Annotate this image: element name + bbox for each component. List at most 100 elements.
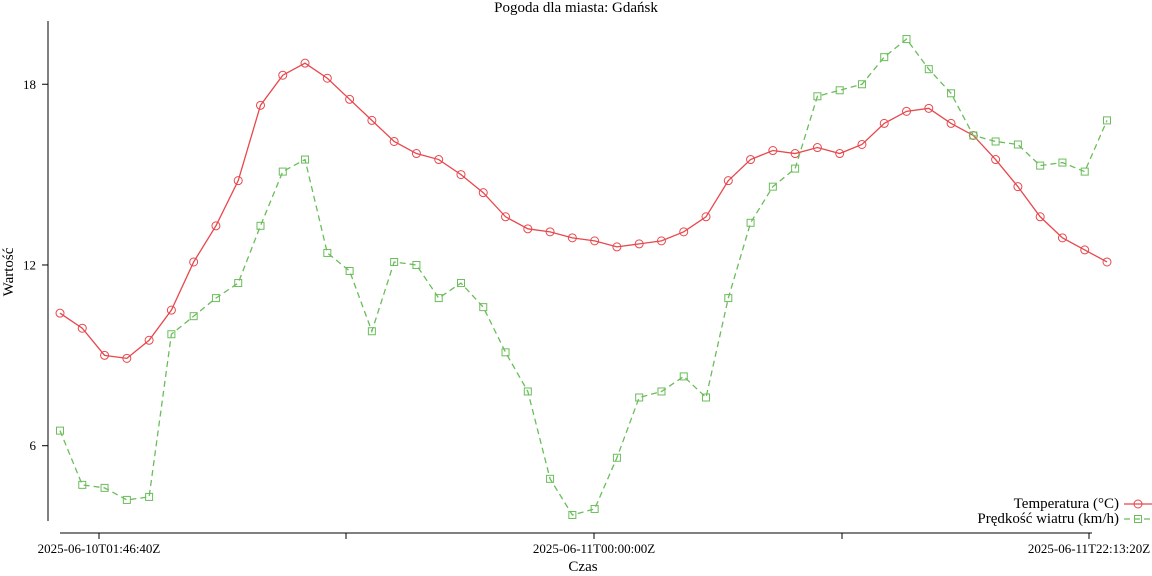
data-point [702,393,711,402]
chart-title: Pogoda dla miasta: Gdańsk [494,0,658,16]
y-tick-label: 6 [30,438,37,453]
data-point [634,239,644,249]
data-point [77,323,87,333]
x-tick-label: 2025-06-10T01:46:40Z [38,541,161,556]
data-point [1013,182,1023,192]
x-minor-ticks [345,533,843,539]
data-point [791,164,800,173]
data-point [256,221,265,230]
y-tick-label: 18 [23,77,36,92]
data-point [835,149,845,159]
data-point [456,170,466,180]
data-point [590,504,599,513]
data-point [724,294,733,303]
data-point [1102,257,1112,267]
data-point [567,233,577,243]
data-point [612,453,621,462]
data-point [1080,167,1089,176]
data-point [478,188,488,198]
data-point [501,348,510,357]
data-point [345,267,354,275]
data-point [545,227,555,237]
data-point [1057,233,1067,243]
data-point [389,136,399,146]
data-point [367,115,377,125]
data-point [434,294,443,303]
data-point [857,80,866,89]
data-point [301,155,310,164]
data-point [723,176,733,186]
series-temperature [55,58,1112,363]
data-point [924,103,934,113]
data-point [56,426,64,435]
data-point [880,53,889,62]
data-point [657,387,666,396]
data-point [145,492,154,501]
data-point [1103,116,1111,125]
legend-entry-wind: Prędkość wiatru (km/h) [977,511,1152,527]
x-tick-label: 2025-06-11T22:13:20Z [1028,541,1150,556]
legend-label-wind: Prędkość wiatru (km/h) [977,511,1119,527]
data-point [122,353,132,363]
data-point [100,483,109,492]
series-line [59,62,1108,360]
series-wind-speed [56,35,1111,519]
data-point [902,106,912,116]
data-point [568,510,577,519]
y-axis: 6 12 18 [23,21,49,521]
data-point [969,131,978,140]
data-point [278,70,288,80]
data-point [479,303,488,312]
data-point [456,279,465,288]
data-point [300,58,310,68]
data-point [78,480,87,489]
data-point [813,92,822,101]
data-point [1035,212,1045,222]
data-point [55,308,65,318]
data-point [234,279,243,288]
data-point [1058,158,1067,167]
data-point [144,335,154,345]
data-point [679,227,689,237]
data-point [100,350,110,360]
data-point [211,221,221,231]
data-point [746,218,755,227]
data-point [166,305,176,315]
data-point [211,294,220,303]
data-point [546,474,555,483]
data-point [1013,140,1022,149]
data-point [322,73,332,83]
data-point [924,65,933,74]
legend-marker-wind [1134,515,1142,523]
series-layer [55,35,1112,519]
data-point [167,330,176,339]
data-point [835,86,844,95]
data-point [523,387,532,396]
data-point [590,236,600,246]
data-point [501,212,511,222]
data-point [946,118,956,128]
legend-label-temperature: Temperatura (°C) [1014,496,1119,512]
data-point [122,495,131,504]
data-point [367,327,376,336]
data-point [635,393,644,402]
data-point [701,212,711,222]
data-point [390,257,399,266]
data-point [746,155,756,165]
data-point [947,89,956,98]
x-axis-title: Czas [568,559,597,575]
data-point [679,372,688,381]
data-point [879,118,889,128]
data-point [656,236,666,246]
data-point [1080,245,1090,255]
data-point [768,146,778,156]
data-point [612,242,622,252]
legend-entry-temperature: Temperatura (°C) [1014,496,1152,512]
data-point [1036,161,1045,170]
y-axis-title: Wartość [1,247,17,296]
data-point [278,167,287,176]
data-point [189,312,198,321]
data-point [323,248,332,257]
data-point [991,155,1001,165]
